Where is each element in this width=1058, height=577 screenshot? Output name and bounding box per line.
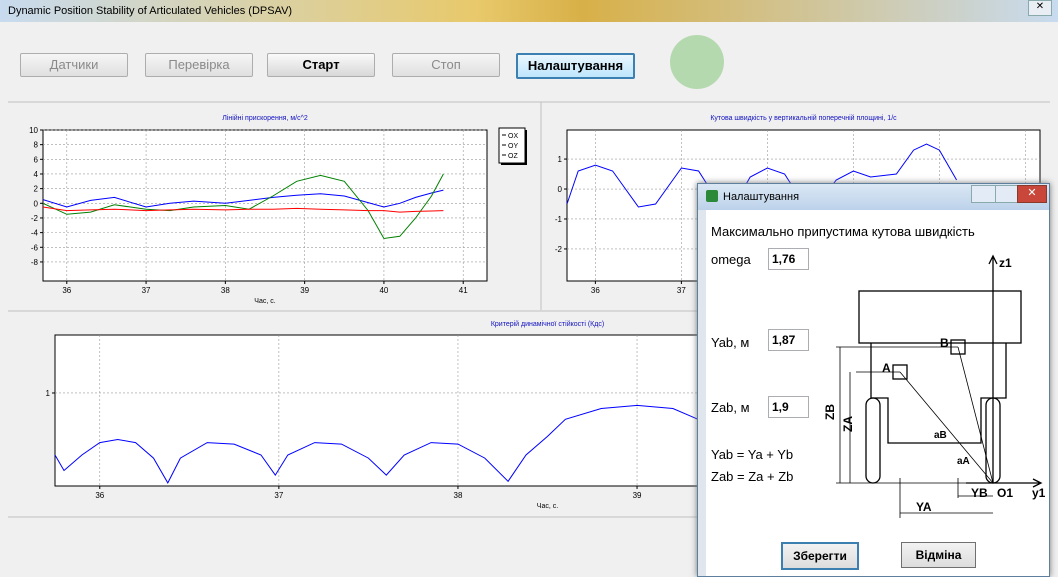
field-label: Zab, м [711, 400, 750, 415]
chart-title: Критерій динамічної стійкості (Кдс) [491, 320, 604, 328]
data-line [55, 404, 709, 484]
maximize-button[interactable] [995, 185, 1019, 203]
y-tick-label: -8 [31, 258, 39, 267]
y-tick-label: 2 [34, 185, 39, 194]
y-tick-label: -6 [31, 243, 39, 252]
diagram-label: aB [934, 430, 947, 441]
x-tick-label: 37 [274, 491, 283, 500]
y-tick-label: -2 [555, 245, 563, 254]
field-input[interactable]: 1,9 [768, 396, 809, 418]
diagram-label: ZA [841, 416, 855, 432]
x-tick-label: 36 [95, 491, 104, 500]
title-bar: Dynamic Position Stability of Articulate… [0, 0, 1058, 22]
data-line [43, 189, 444, 208]
x-tick-label: 38 [221, 286, 230, 295]
dialog-icon [706, 190, 718, 202]
y-tick-label: -1 [555, 215, 563, 224]
x-axis-label: Час, с. [254, 298, 275, 305]
cancel-button[interactable]: Відміна [901, 542, 976, 568]
y-tick-label: 8 [34, 141, 39, 150]
dialog-title-bar: Налаштування ✕ [698, 184, 1049, 210]
y-tick-label: 0 [558, 185, 563, 194]
chart-title: Лінійні прискорення, м/с^2 [222, 114, 308, 122]
dialog-frame [698, 210, 706, 576]
diagram-label: B [940, 336, 949, 350]
x-tick-label: 40 [379, 286, 388, 295]
y-tick-label: -2 [31, 214, 39, 223]
y-tick-label: 0 [34, 199, 39, 208]
diagram-label: ZB [823, 404, 837, 420]
x-tick-label: 37 [677, 286, 686, 295]
toolbar-button[interactable]: Датчики [20, 53, 128, 77]
x-tick-label: 38 [454, 491, 463, 500]
y-tick-label: 1 [558, 155, 563, 164]
close-button[interactable]: ✕ [1028, 0, 1052, 16]
y-tick-label: 4 [34, 170, 39, 179]
diagram-label: z1 [999, 256, 1012, 270]
field-label: Yab, м [711, 335, 750, 350]
x-tick-label: 37 [142, 286, 151, 295]
y-tick-label: -4 [31, 229, 39, 238]
status-indicator [670, 35, 724, 89]
diagram-label: A [882, 361, 891, 375]
x-tick-label: 39 [633, 491, 642, 500]
y-tick-label: 1 [46, 389, 51, 398]
x-tick-label: 36 [62, 286, 71, 295]
data-line [43, 173, 444, 240]
toolbar-button[interactable]: Налаштування [516, 53, 635, 79]
formula: Yab = Ya + Yb [711, 447, 794, 462]
field-input[interactable]: 1,76 [768, 248, 809, 270]
plot-area [42, 129, 488, 282]
x-tick-label: 36 [591, 286, 600, 295]
legend-entry: OX [508, 133, 518, 140]
data-line [567, 143, 958, 208]
diagram-label: YA [916, 500, 932, 514]
toolbar-button[interactable]: Старт [267, 53, 375, 77]
toolbar-button[interactable]: Стоп [392, 53, 500, 77]
diagram-label: aA [957, 456, 970, 467]
toolbar-button[interactable]: Перевірка [145, 53, 253, 77]
chart-title: Кутова швидкість у вертикальній поперечн… [710, 114, 897, 122]
x-axis-label: Час, с. [537, 503, 558, 510]
x-tick-label: 39 [300, 286, 309, 295]
formula: Zab = Za + Zb [711, 469, 794, 484]
close-button[interactable]: ✕ [1017, 185, 1047, 203]
data-line [43, 206, 444, 213]
diagram-label: y1 [1032, 486, 1046, 500]
minimize-button[interactable] [971, 185, 997, 203]
field-input[interactable]: 1,87 [768, 329, 809, 351]
dialog-title: Налаштування [723, 191, 800, 203]
vehicle-diagram: z1 B A ZB ZA aB aA YB O1 y1 YA [816, 248, 1049, 526]
settings-dialog: Налаштування ✕ Максимально припустима ку… [697, 183, 1050, 577]
dialog-heading: Максимально припустима кутова швидкість [711, 224, 975, 239]
y-tick-label: 10 [29, 126, 38, 135]
diagram-label: YB [971, 486, 988, 500]
save-button[interactable]: Зберегти [781, 542, 859, 570]
diagram-label: O1 [997, 486, 1013, 500]
legend-entry: OY [508, 143, 518, 150]
legend-entry: OZ [508, 153, 518, 160]
x-tick-label: 41 [459, 286, 468, 295]
window-title: Dynamic Position Stability of Articulate… [8, 5, 293, 17]
field-label: omega [711, 252, 751, 267]
y-tick-label: 6 [34, 155, 39, 164]
